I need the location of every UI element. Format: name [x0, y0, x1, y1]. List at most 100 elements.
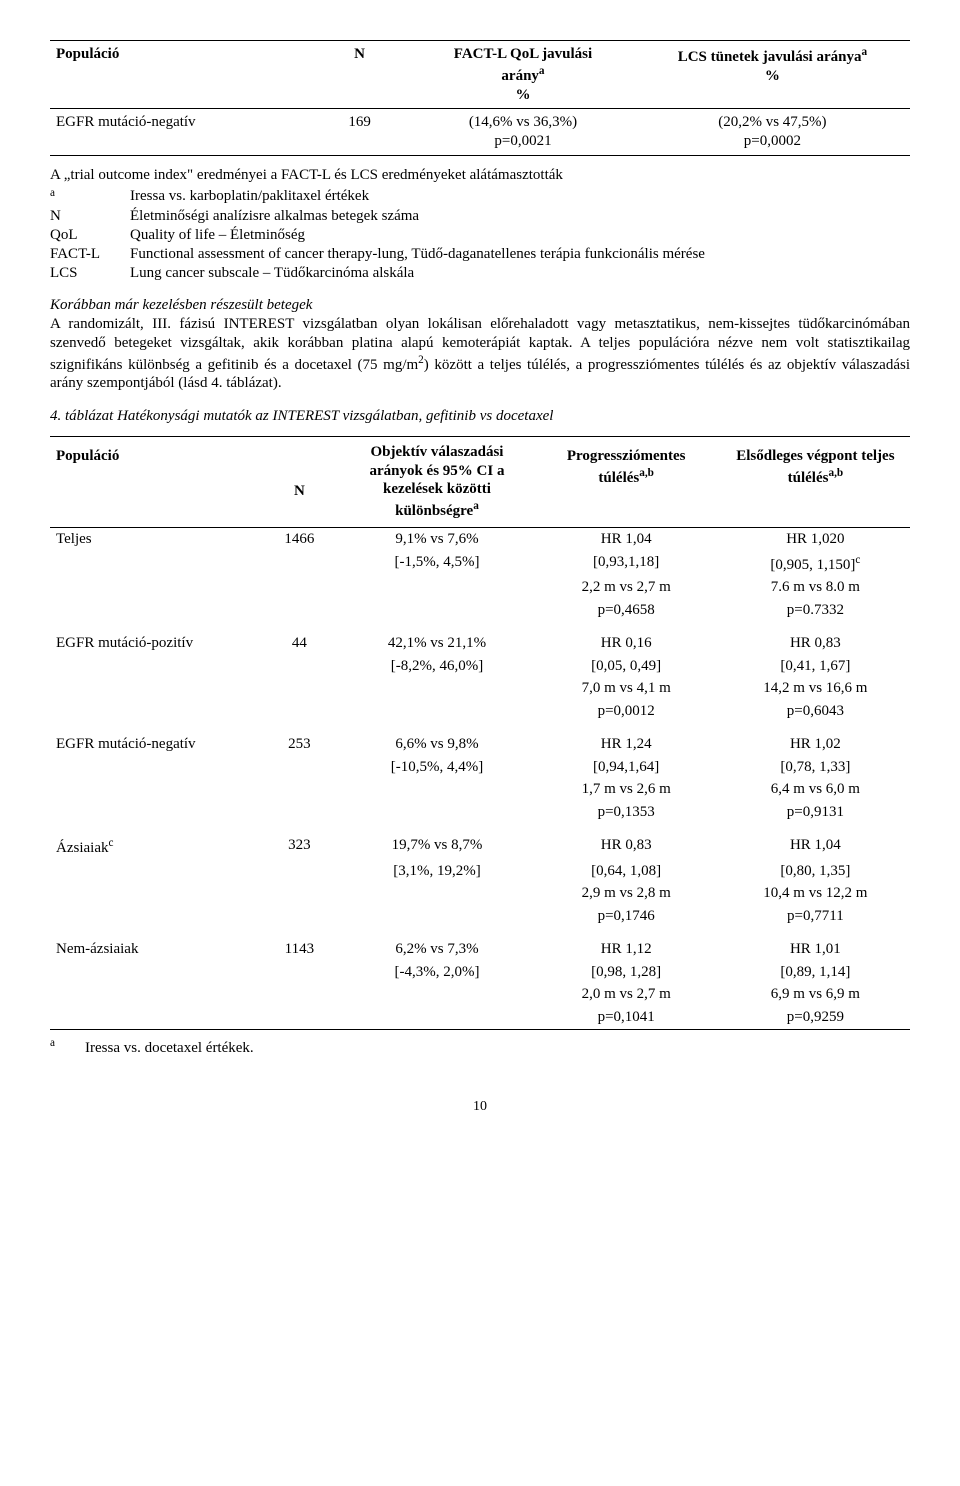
t1-h-n: N — [308, 41, 411, 109]
section-heading: Korábban már kezelésben részesült betege… — [50, 297, 312, 313]
t2-pop: EGFR mutáció-negatív — [50, 723, 256, 756]
table-row: Ázsiaiakc32319,7% vs 8,7%HR 0,83HR 1,04 — [50, 824, 910, 860]
t2-h-n: N — [256, 436, 342, 527]
table-row: EGFR mutáció-pozitív4442,1% vs 21,1%HR 0… — [50, 622, 910, 655]
note-trial-outcome: A „trial outcome index" eredményei a FAC… — [50, 166, 910, 185]
table-row: 2,0 m vs 2,7 m6,9 m vs 6,9 m — [50, 983, 910, 1006]
t2-os: p=0.7332 — [721, 599, 910, 622]
table-row: p=0,0012p=0,6043 — [50, 700, 910, 723]
table-row: [-8,2%, 46,0%][0,05, 0,49][0,41, 1,67] — [50, 655, 910, 678]
table2-caption: 4. táblázat Hatékonysági mutatók az INTE… — [50, 407, 910, 426]
table-factl-lcs: Populáció N FACT-L QoL javulási aránya %… — [50, 40, 910, 156]
t2-pfs: HR 0,83 — [532, 824, 721, 860]
t2-pfs: [0,93,1,18] — [532, 551, 721, 577]
table-row: p=0,4658p=0.7332 — [50, 599, 910, 622]
t2-n: 1143 — [256, 928, 342, 961]
t2-pop: Teljes — [50, 527, 256, 550]
table-row: EGFR mutáció-negatív 169 (14,6% vs 36,3%… — [50, 109, 910, 156]
t1-h-factl: FACT-L QoL javulási aránya % — [411, 41, 635, 109]
t2-obj: 19,7% vs 8,7% — [342, 824, 531, 860]
t2-pop: EGFR mutáció-pozitív — [50, 622, 256, 655]
t2-h-pop: Populáció — [50, 436, 256, 527]
t2-os: 6,4 m vs 6,0 m — [721, 778, 910, 801]
t2-os: HR 1,04 — [721, 824, 910, 860]
table-row: Nem-ázsiaiak11436,2% vs 7,3%HR 1,12HR 1,… — [50, 928, 910, 961]
t2-n: 1466 — [256, 527, 342, 550]
section-body: A randomizált, III. fázisú INTEREST vizs… — [50, 316, 910, 391]
abbrev-table: aIressa vs. karboplatin/paklitaxel érték… — [50, 186, 705, 283]
t2-os: HR 1,02 — [721, 723, 910, 756]
t2-pop: Ázsiaiakc — [50, 824, 256, 860]
t2-pfs: p=0,4658 — [532, 599, 721, 622]
t2-os: p=0,7711 — [721, 905, 910, 928]
t2-pfs: [0,05, 0,49] — [532, 655, 721, 678]
t2-pop: Nem-ázsiaiak — [50, 928, 256, 961]
t2-pfs: 2,9 m vs 2,8 m — [532, 882, 721, 905]
t2-pfs: [0,98, 1,28] — [532, 961, 721, 984]
t2-pfs: 2,2 m vs 2,7 m — [532, 576, 721, 599]
t2-os: HR 0,83 — [721, 622, 910, 655]
t2-pfs: HR 1,12 — [532, 928, 721, 961]
table-interest: Populáció N Objektív válaszadási arányok… — [50, 436, 910, 1030]
t2-obj: 6,2% vs 7,3% — [342, 928, 531, 961]
t2-os: HR 1,020 — [721, 527, 910, 550]
t2-h-os: Elsődleges végpont teljes túlélésa,b — [721, 436, 910, 527]
t2-pfs: 7,0 m vs 4,1 m — [532, 677, 721, 700]
t2-pfs: HR 1,04 — [532, 527, 721, 550]
table-row: [-4,3%, 2,0%][0,98, 1,28][0,89, 1,14] — [50, 961, 910, 984]
t2-os: [0,905, 1,150]c — [721, 551, 910, 577]
t2-h-obj: Objektív válaszadási arányok és 95% CI a… — [342, 436, 531, 527]
table-row: [-1,5%, 4,5%][0,93,1,18][0,905, 1,150]c — [50, 551, 910, 577]
table-row: [-10,5%, 4,4%][0,94,1,64][0,78, 1,33] — [50, 756, 910, 779]
table-row: 2,9 m vs 2,8 m10,4 m vs 12,2 m — [50, 882, 910, 905]
table-row: 7,0 m vs 4,1 m14,2 m vs 16,6 m — [50, 677, 910, 700]
t2-pfs: [0,64, 1,08] — [532, 860, 721, 883]
t2-os: p=0,9259 — [721, 1006, 910, 1029]
t2-pfs: [0,94,1,64] — [532, 756, 721, 779]
t2-os: [0,78, 1,33] — [721, 756, 910, 779]
t2-os: p=0,9131 — [721, 801, 910, 824]
t2-obj: 9,1% vs 7,6% — [342, 527, 531, 550]
table-row: EGFR mutáció-negatív2536,6% vs 9,8%HR 1,… — [50, 723, 910, 756]
table-row: [3,1%, 19,2%][0,64, 1,08][0,80, 1,35] — [50, 860, 910, 883]
t2-n: 323 — [256, 824, 342, 860]
page-number: 10 — [50, 1098, 910, 1116]
table2-footnote: a Iressa vs. docetaxel értékek. — [50, 1036, 910, 1058]
t2-os: 7.6 m vs 8.0 m — [721, 576, 910, 599]
t2-os: 6,9 m vs 6,9 m — [721, 983, 910, 1006]
t2-pfs: p=0,0012 — [532, 700, 721, 723]
t2-os: 10,4 m vs 12,2 m — [721, 882, 910, 905]
table-row: Teljes14669,1% vs 7,6%HR 1,04HR 1,020 — [50, 527, 910, 550]
t2-os: 14,2 m vs 16,6 m — [721, 677, 910, 700]
table-row: p=0,1746p=0,7711 — [50, 905, 910, 928]
t2-pfs: HR 0,16 — [532, 622, 721, 655]
t1-v1: (14,6% vs 36,3%)p=0,0021 — [411, 109, 635, 156]
t1-h-lcs: LCS tünetek javulási arányaa % — [635, 41, 910, 109]
t2-pfs: p=0,1353 — [532, 801, 721, 824]
t2-h-pfs: Progressziómentes túlélésa,b — [532, 436, 721, 527]
t1-n: 169 — [308, 109, 411, 156]
table-row: 1,7 m vs 2,6 m6,4 m vs 6,0 m — [50, 778, 910, 801]
t1-pop: EGFR mutáció-negatív — [50, 109, 308, 156]
t2-os: HR 1,01 — [721, 928, 910, 961]
t2-obj: 42,1% vs 21,1% — [342, 622, 531, 655]
t2-pfs: 1,7 m vs 2,6 m — [532, 778, 721, 801]
table1-notes: A „trial outcome index" eredményei a FAC… — [50, 166, 910, 283]
table-row: p=0,1353p=0,9131 — [50, 801, 910, 824]
t2-os: [0,89, 1,14] — [721, 961, 910, 984]
t1-v2: (20,2% vs 47,5%)p=0,0002 — [635, 109, 910, 156]
t2-pfs: 2,0 m vs 2,7 m — [532, 983, 721, 1006]
table-row: 2,2 m vs 2,7 m7.6 m vs 8.0 m — [50, 576, 910, 599]
t2-os: [0,41, 1,67] — [721, 655, 910, 678]
t2-os: [0,80, 1,35] — [721, 860, 910, 883]
t2-pfs: p=0,1041 — [532, 1006, 721, 1029]
t2-pfs: p=0,1746 — [532, 905, 721, 928]
t2-obj: 6,6% vs 9,8% — [342, 723, 531, 756]
t2-os: p=0,6043 — [721, 700, 910, 723]
t1-h-pop: Populáció — [50, 41, 308, 109]
section-prev-treated: Korábban már kezelésben részesült betege… — [50, 296, 910, 393]
t2-pfs: HR 1,24 — [532, 723, 721, 756]
t2-n: 44 — [256, 622, 342, 655]
t2-n: 253 — [256, 723, 342, 756]
table-row: p=0,1041p=0,9259 — [50, 1006, 910, 1029]
